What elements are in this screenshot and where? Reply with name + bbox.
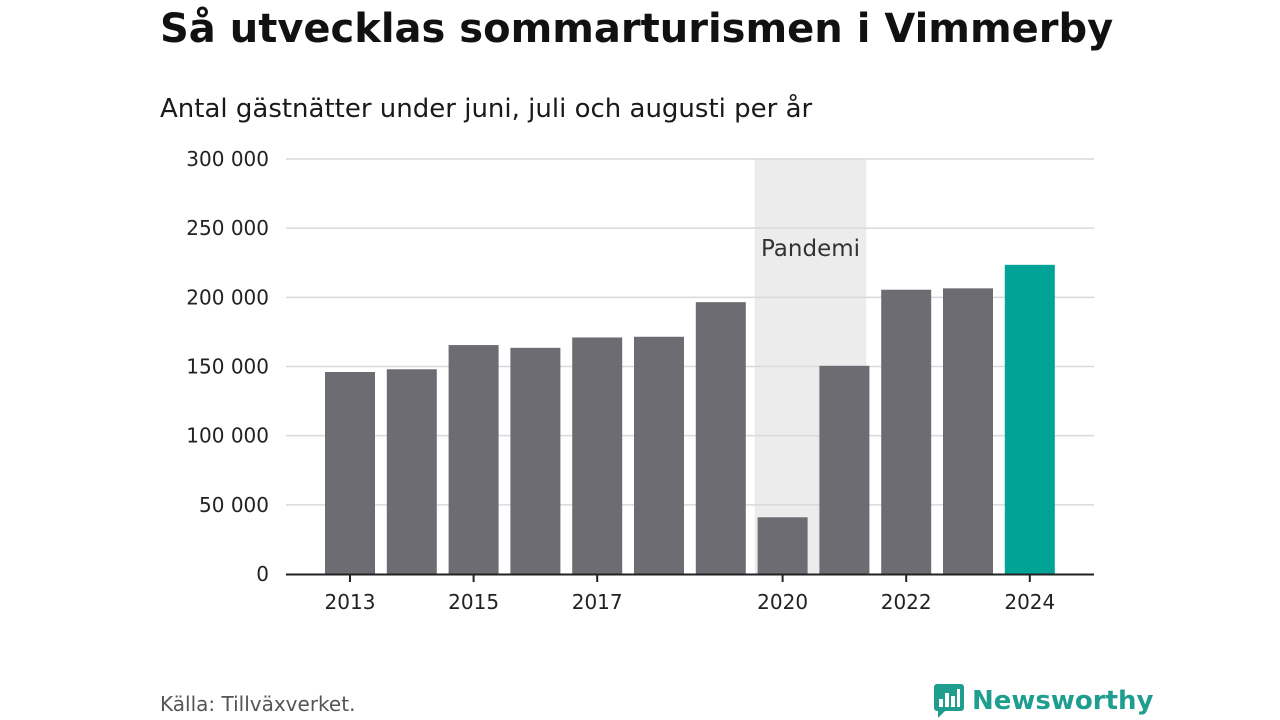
y-tick-label: 100 000 [186, 424, 269, 448]
y-tick-label: 150 000 [186, 355, 269, 379]
bar-2018 [634, 336, 684, 574]
y-tick-label: 50 000 [199, 493, 269, 517]
bars [325, 264, 1055, 574]
bar-chart: 0 50 000 100 000 150 000 200 000 250 000 300 0… [186, 147, 1094, 614]
bar-2024 [1004, 264, 1055, 574]
chart-title: Så utvecklas sommarturismen i Vimmerby [160, 6, 1114, 52]
bar-2013 [325, 372, 375, 574]
y-tick-label: 0 [256, 562, 269, 586]
source-note: Källa: Tillväxverket. [160, 692, 356, 716]
bar-2021 [819, 365, 870, 574]
bar-2023 [943, 288, 993, 574]
x-tick-label: 2017 [572, 590, 623, 614]
x-tick-label: 2022 [881, 590, 932, 614]
x-tick-label: 2024 [1004, 590, 1055, 614]
y-axis-ticks: 0 50 000 100 000 150 000 200 000 250 000 300 0… [186, 147, 269, 586]
bar-2017 [572, 337, 623, 574]
bar-2019 [695, 302, 746, 574]
y-tick-label: 200 000 [186, 285, 269, 309]
brand-name: Newsworthy [972, 686, 1154, 716]
annotation-labels: Pandemi [761, 236, 860, 262]
y-tick-label: 250 000 [186, 216, 269, 240]
x-axis-ticks: 2013 2015 2017 2020 2022 2024 [325, 574, 1055, 614]
x-tick-label: 2020 [757, 590, 808, 614]
bar-2016 [510, 347, 561, 574]
brand-logo: Newsworthy [934, 684, 1153, 718]
bar-2020 [757, 517, 808, 574]
bar-2014 [386, 369, 437, 574]
bar-2015 [448, 345, 499, 574]
pandemic-label: Pandemi [761, 236, 860, 262]
chart-subtitle: Antal gästnätter under juni, juli och au… [160, 94, 813, 124]
bar-2022 [881, 289, 932, 574]
x-tick-label: 2015 [448, 590, 499, 614]
newsworthy-logo-icon [934, 684, 964, 718]
y-tick-label: 300 000 [186, 147, 269, 171]
x-tick-label: 2013 [325, 590, 376, 614]
